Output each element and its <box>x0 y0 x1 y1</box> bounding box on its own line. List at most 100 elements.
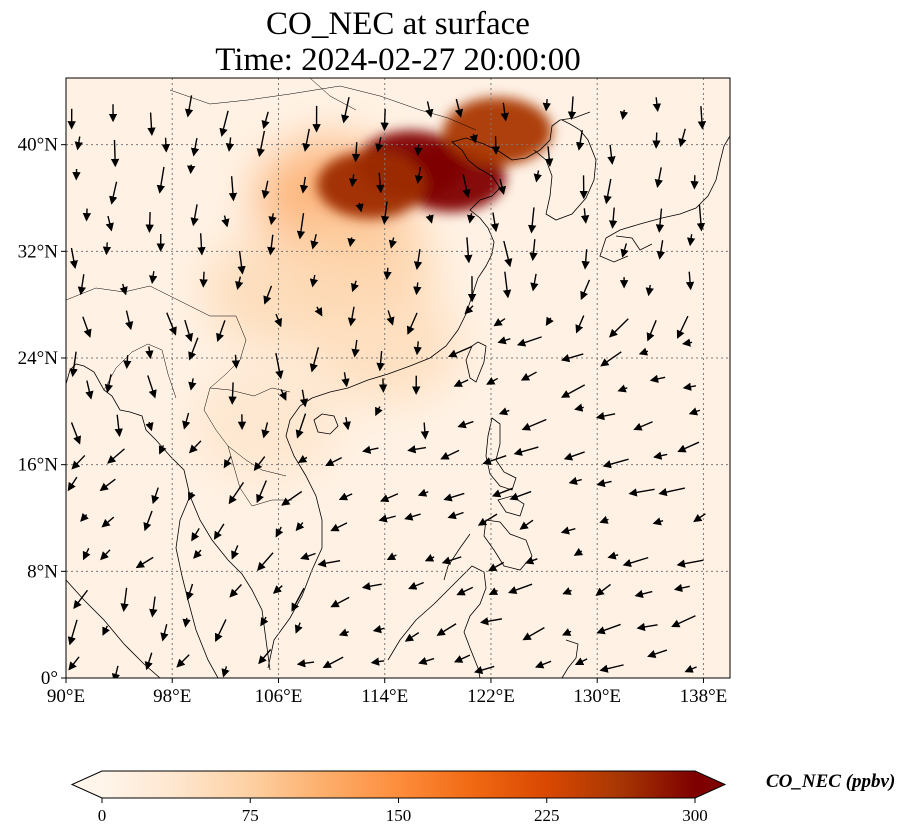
wind-arrow <box>656 240 665 260</box>
wind-arrow <box>261 180 270 199</box>
wind-arrow <box>638 347 649 356</box>
wind-arrow <box>477 513 498 526</box>
wind-arrow <box>599 664 624 673</box>
wind-arrow <box>261 111 270 130</box>
wind-arrow <box>299 389 309 408</box>
wind-arrow <box>109 181 118 205</box>
wind-arrow <box>503 240 513 268</box>
wind-arrow <box>77 274 87 296</box>
wind-arrow <box>297 455 308 463</box>
wind-arrow <box>145 346 154 360</box>
wind-arrow <box>608 318 629 338</box>
wind-arrow <box>596 623 621 635</box>
wind-arrow <box>330 596 350 608</box>
plume-8 <box>189 366 341 483</box>
wind-arrow <box>595 583 611 597</box>
wind-arrow <box>182 412 191 430</box>
wind-arrow <box>278 389 287 401</box>
wind-arrow <box>375 136 384 153</box>
wind-arrow <box>299 176 309 194</box>
wind-arrow <box>197 233 206 256</box>
wind-arrow <box>149 271 158 284</box>
wind-arrow <box>375 406 383 417</box>
lon-tick-label: 98°E <box>153 686 191 707</box>
wind-arrow <box>314 306 323 317</box>
wind-arrow <box>156 166 166 194</box>
lat-tick-label: 16°N <box>18 455 59 476</box>
lon-tick-label: 122°E <box>467 686 515 707</box>
wind-arrow <box>652 517 664 526</box>
wind-arrow <box>420 422 430 440</box>
lon-tick-label: 114°E <box>361 686 408 707</box>
wind-arrow <box>500 102 509 122</box>
wind-arrow <box>348 174 358 188</box>
wind-arrow <box>498 407 510 416</box>
wind-arrow <box>457 420 474 429</box>
wind-arrow <box>71 454 86 470</box>
wind-arrow <box>213 523 225 540</box>
wind-arrow <box>414 144 423 157</box>
wind-arrow <box>529 239 538 262</box>
wind-arrow <box>464 237 473 264</box>
lat-tick-label: 32°N <box>18 241 59 262</box>
wind-arrow <box>82 548 91 561</box>
wind-arrow <box>619 109 629 120</box>
wind-arrow <box>678 128 687 148</box>
wind-arrow <box>509 490 532 501</box>
wind-arrow <box>260 616 269 627</box>
wind-arrow <box>653 451 668 460</box>
wind-arrow <box>380 493 399 503</box>
wind-arrow <box>542 99 551 112</box>
wind-arrow <box>633 421 653 431</box>
wind-arrow <box>697 106 707 130</box>
wind-arrow <box>568 476 582 485</box>
wind-arrow <box>388 237 397 249</box>
wind-arrow <box>107 448 125 464</box>
wind-arrow <box>325 456 342 466</box>
wind-arrow <box>530 273 539 292</box>
wind-arrow <box>347 237 356 247</box>
wind-arrow <box>575 315 585 334</box>
colorbar-gradient <box>102 771 695 798</box>
wind-arrow <box>595 411 616 421</box>
wind-arrow <box>516 336 542 347</box>
wind-arrow <box>281 490 303 506</box>
wind-arrow <box>386 552 397 561</box>
wind-arrow <box>524 556 538 565</box>
wind-arrow <box>338 492 353 501</box>
wind-arrow <box>302 128 311 152</box>
wind-arrow <box>580 279 591 301</box>
wind-arrow <box>191 528 200 542</box>
wind-arrow <box>215 619 227 643</box>
wind-arrow <box>101 516 115 528</box>
wind-arrow <box>228 382 237 405</box>
wind-arrow <box>413 249 423 271</box>
colorbar-tick-label: 225 <box>534 806 560 825</box>
wind-arrow <box>102 625 110 636</box>
wind-arrow <box>380 201 390 225</box>
wind-arrow <box>596 478 612 488</box>
map-plot-area <box>65 77 731 679</box>
wind-arrow <box>677 441 700 453</box>
wind-arrow <box>74 136 83 151</box>
wind-arrow <box>436 623 457 636</box>
wind-arrow <box>160 623 169 642</box>
wind-arrow <box>361 582 382 591</box>
coastline-vietnam <box>267 397 323 669</box>
wind-arrow <box>182 617 191 628</box>
colorbar-tick-label: 0 <box>98 806 107 825</box>
map-frame <box>65 77 731 679</box>
wind-arrow <box>145 212 154 233</box>
wind-arrow <box>341 97 350 124</box>
map-axis-ticks: 90°E 98°E 106°E 114°E 122°E 130°E 138°E 0° 8°N 16… <box>18 135 728 707</box>
wind-arrow <box>120 587 129 612</box>
wind-arrow <box>413 282 422 296</box>
wind-arrow <box>85 380 94 400</box>
wind-arrow <box>474 665 495 675</box>
wind-arrow <box>151 487 160 505</box>
wind-arrow <box>454 98 464 118</box>
wind-arrow <box>408 581 424 590</box>
wind-arrow <box>69 351 78 378</box>
wind-arrow <box>649 374 666 383</box>
